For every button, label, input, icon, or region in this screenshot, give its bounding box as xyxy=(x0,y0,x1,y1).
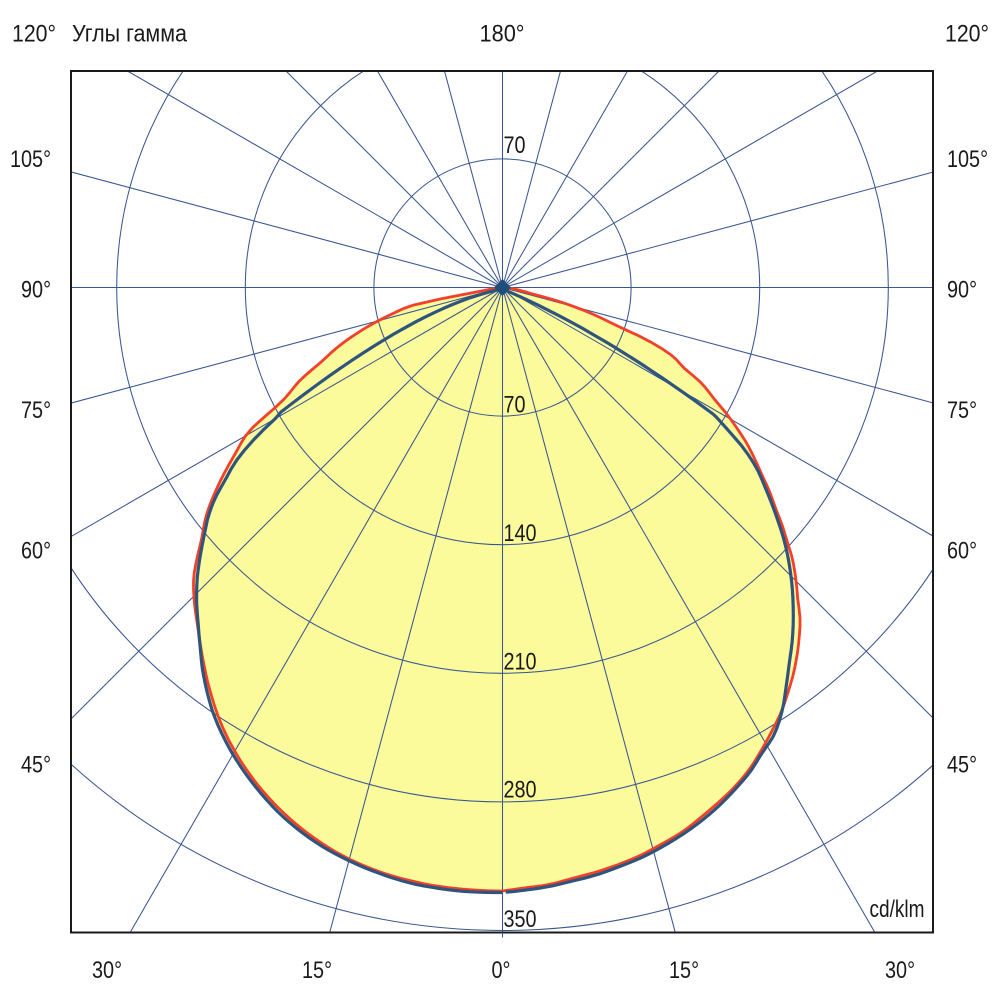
svg-text:105°: 105° xyxy=(947,146,988,173)
svg-text:45°: 45° xyxy=(947,752,977,779)
svg-text:Углы гамма: Углы гамма xyxy=(72,21,188,48)
svg-text:280: 280 xyxy=(504,777,537,804)
svg-text:cd/klm: cd/klm xyxy=(870,896,925,923)
svg-text:140: 140 xyxy=(504,520,537,547)
svg-text:210: 210 xyxy=(504,649,537,676)
svg-text:15°: 15° xyxy=(302,957,332,984)
svg-text:180°: 180° xyxy=(480,21,525,48)
svg-text:90°: 90° xyxy=(947,277,977,304)
svg-text:45°: 45° xyxy=(21,752,51,779)
svg-text:60°: 60° xyxy=(21,538,51,565)
svg-text:75°: 75° xyxy=(947,397,977,424)
svg-text:75°: 75° xyxy=(21,397,51,424)
svg-text:120°: 120° xyxy=(945,21,989,48)
svg-text:350: 350 xyxy=(504,906,537,933)
svg-text:90°: 90° xyxy=(21,277,51,304)
svg-text:105°: 105° xyxy=(10,146,51,173)
svg-text:70: 70 xyxy=(504,392,526,419)
svg-text:120°: 120° xyxy=(12,21,56,48)
svg-text:60°: 60° xyxy=(947,538,977,565)
svg-text:30°: 30° xyxy=(885,957,915,984)
svg-text:15°: 15° xyxy=(669,957,699,984)
svg-text:30°: 30° xyxy=(92,957,122,984)
svg-text:0°: 0° xyxy=(492,957,511,984)
svg-text:70: 70 xyxy=(504,132,526,159)
